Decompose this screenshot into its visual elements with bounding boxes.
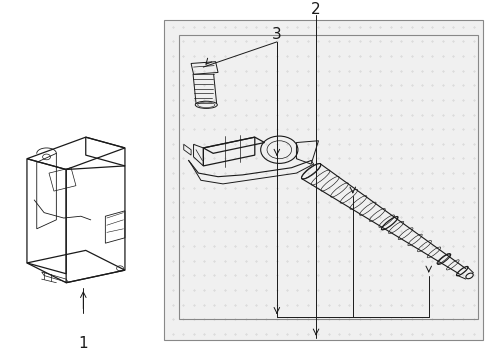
Text: 1: 1 — [78, 336, 88, 351]
Text: 3: 3 — [272, 27, 282, 42]
Bar — [164, 20, 483, 340]
Text: 2: 2 — [311, 2, 321, 17]
Bar — [179, 35, 478, 319]
